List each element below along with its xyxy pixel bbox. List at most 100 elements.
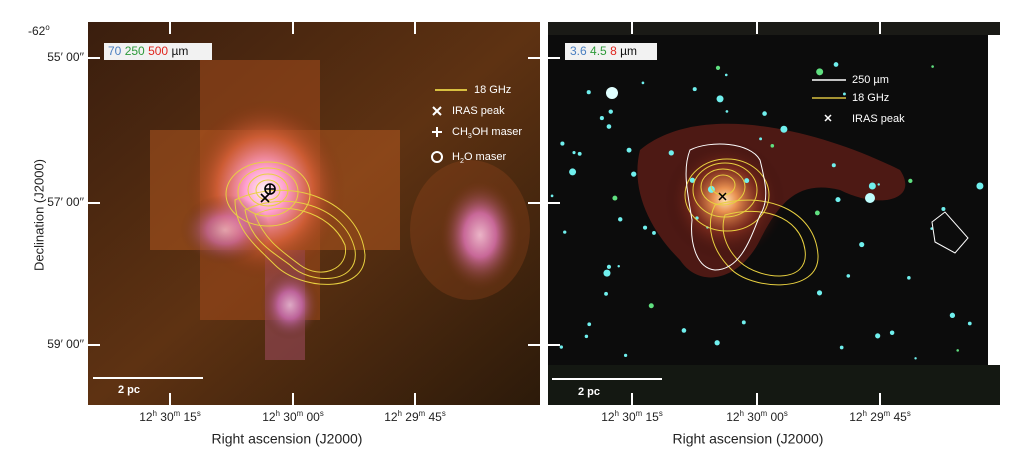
star bbox=[956, 349, 959, 352]
star bbox=[839, 345, 844, 350]
band-unit: µm bbox=[171, 44, 188, 58]
star bbox=[652, 231, 656, 235]
text-part: h bbox=[276, 409, 280, 418]
star bbox=[692, 87, 697, 92]
star bbox=[908, 178, 913, 184]
text-part: OH maser bbox=[472, 126, 522, 138]
text-part: 00 bbox=[767, 410, 784, 424]
left-image bbox=[88, 22, 540, 405]
star bbox=[586, 90, 591, 95]
star bbox=[641, 81, 645, 85]
star bbox=[715, 65, 721, 70]
legend-label: 250 µm bbox=[852, 74, 889, 86]
star bbox=[577, 151, 582, 156]
x-tick-label: 12h 29m 45s bbox=[849, 409, 911, 425]
band-label: 3.6 bbox=[570, 44, 587, 58]
text-part: 3 bbox=[468, 132, 472, 140]
legend-label: IRAS peak bbox=[452, 105, 505, 117]
text-part: s bbox=[442, 409, 446, 418]
star bbox=[648, 303, 654, 309]
star bbox=[724, 73, 728, 77]
star bbox=[550, 194, 554, 198]
star bbox=[744, 178, 750, 184]
star bbox=[618, 217, 623, 222]
text-part: s bbox=[907, 409, 911, 418]
star bbox=[668, 150, 674, 156]
band-unit: µm bbox=[620, 44, 637, 58]
star bbox=[907, 276, 911, 280]
text-part: 12 bbox=[849, 410, 863, 424]
star bbox=[572, 151, 576, 155]
text-part: h bbox=[615, 409, 619, 418]
star bbox=[914, 357, 917, 360]
star bbox=[833, 62, 839, 67]
text-part: 18 GHz bbox=[474, 84, 511, 96]
band-label: 8 bbox=[610, 44, 617, 58]
x-tick-label: 12h 30m 00s bbox=[726, 409, 788, 425]
legend-label: 18 GHz bbox=[474, 84, 511, 96]
star bbox=[587, 322, 592, 327]
x-axis-label: Right ascension (J2000) bbox=[212, 431, 363, 447]
star bbox=[617, 265, 620, 268]
scale-bar-label: 2 pc bbox=[578, 386, 600, 398]
text-part: 59′ 00 bbox=[47, 337, 80, 351]
text-part: IRAS peak bbox=[852, 113, 905, 125]
star bbox=[814, 210, 820, 216]
text-part: 12 bbox=[726, 410, 740, 424]
text-part: s bbox=[784, 409, 788, 418]
text-part: h bbox=[153, 409, 157, 418]
text-part: ′′ bbox=[80, 195, 85, 209]
star bbox=[606, 124, 612, 129]
star bbox=[931, 65, 934, 68]
star bbox=[608, 109, 613, 114]
star bbox=[559, 345, 563, 349]
y-tick-label: 55′ 00′′ bbox=[47, 50, 85, 64]
star bbox=[569, 168, 577, 176]
text-part: s bbox=[197, 409, 201, 418]
star bbox=[689, 177, 696, 183]
text-part: -62 bbox=[28, 24, 46, 38]
text-part: 45 bbox=[890, 410, 907, 424]
text-part: 12 bbox=[601, 410, 615, 424]
star bbox=[877, 183, 880, 186]
text-part: o bbox=[45, 23, 50, 32]
text-part: 29 bbox=[867, 410, 884, 424]
star bbox=[842, 92, 846, 96]
text-part: 12 bbox=[262, 410, 276, 424]
x-tick-label: 12h 30m 15s bbox=[139, 409, 201, 425]
star bbox=[681, 328, 687, 333]
star bbox=[816, 290, 823, 296]
star bbox=[716, 95, 724, 103]
x-tick-label: 12h 30m 00s bbox=[262, 409, 324, 425]
star bbox=[626, 147, 632, 153]
star bbox=[642, 225, 648, 230]
star bbox=[846, 274, 851, 278]
star bbox=[868, 182, 876, 190]
text-part: 12 bbox=[384, 410, 398, 424]
star bbox=[612, 195, 618, 201]
text-part: 30 bbox=[744, 410, 761, 424]
legend-label: CH3OH maser bbox=[452, 126, 522, 140]
star bbox=[606, 87, 618, 99]
legend-label: H2O maser bbox=[452, 151, 506, 165]
star bbox=[599, 116, 604, 121]
text-part: O maser bbox=[464, 151, 507, 163]
star bbox=[741, 320, 746, 325]
text-part: 55′ 00 bbox=[47, 50, 80, 64]
text-part: 15 bbox=[180, 410, 197, 424]
star bbox=[762, 111, 767, 116]
star bbox=[889, 330, 895, 335]
y-tick-label: -62o bbox=[28, 23, 50, 39]
text-part: 250 µm bbox=[852, 74, 889, 86]
band-legend: 70 250 500 µm bbox=[108, 44, 188, 58]
text-part: 12 bbox=[139, 410, 153, 424]
text-part: 30 bbox=[157, 410, 174, 424]
star bbox=[563, 230, 567, 234]
text-part: CH bbox=[452, 126, 468, 138]
text-part: H bbox=[452, 151, 460, 163]
x-tick-label: 12h 29m 45s bbox=[384, 409, 446, 425]
text-part: 00 bbox=[303, 410, 320, 424]
text-part: ′′ bbox=[80, 50, 85, 64]
text-part: IRAS peak bbox=[452, 105, 505, 117]
